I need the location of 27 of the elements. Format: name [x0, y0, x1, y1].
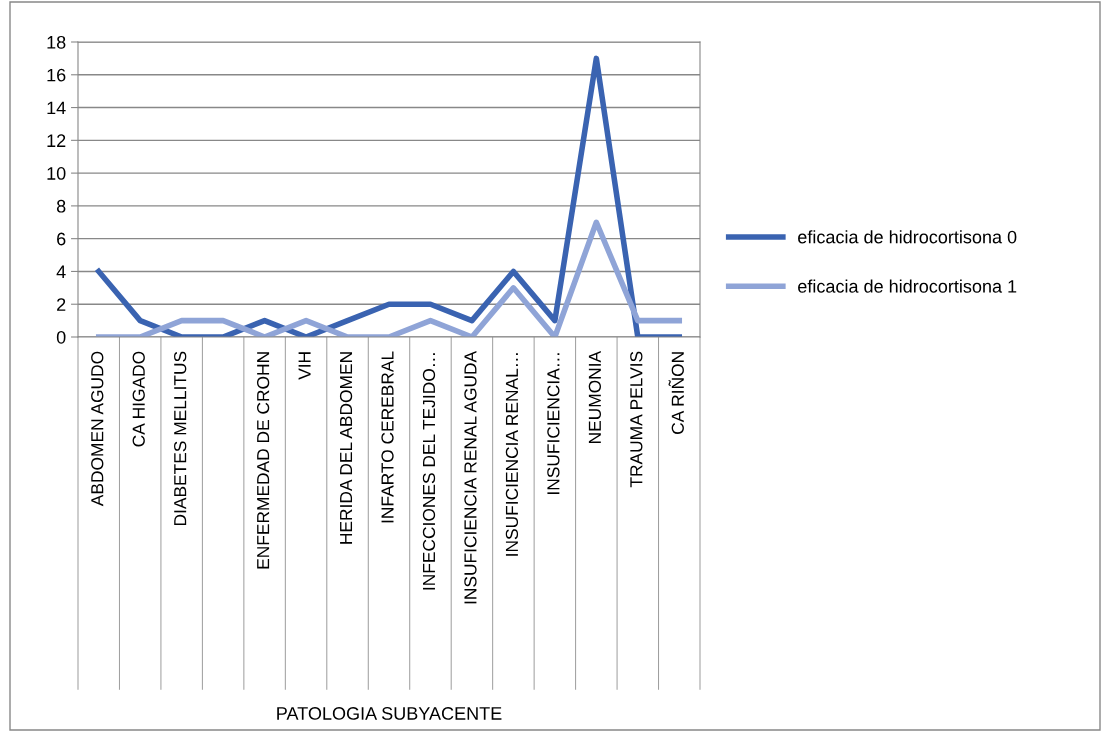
- y-tick-label: 14: [47, 101, 66, 115]
- x-tick-label: INSUFICIENCIA…: [547, 353, 560, 494]
- x-tick-label: INFARTO CEREBRAL: [381, 351, 394, 523]
- y-tick-label: 18: [47, 35, 66, 49]
- x-tick-label: NEUMONIA: [588, 350, 601, 444]
- y-tick-label: 10: [47, 167, 66, 180]
- legend-label: eficacia de hidrocortisona 1: [798, 279, 1017, 293]
- legend-label: eficacia de hidrocortisona 0: [798, 230, 1017, 244]
- x-tick-label: INSUFICIENCIA RENAL…: [505, 353, 519, 556]
- y-tick-label: 2: [57, 298, 66, 311]
- y-tick-label: 4: [56, 265, 66, 278]
- x-tick-label: DIABETES MELLITUS: [174, 351, 187, 526]
- x-tick-label: CA RIÑON: [668, 352, 684, 434]
- x-tick-label: VIH: [298, 352, 311, 380]
- x-tick-label: CA HIGADO: [132, 351, 145, 447]
- text: PATOLOGIA SUBYACENTE: [277, 707, 502, 720]
- x-tick-label: INFECCIONES DEL TEJIDO…: [422, 353, 436, 590]
- y-tick-label: 6: [57, 232, 66, 246]
- y-tick-label: 16: [47, 68, 66, 82]
- y-tick-label: 8: [56, 199, 66, 213]
- y-tick-label: 12: [47, 134, 66, 147]
- x-tick-label: INSUFICIENCIA RENAL AGUDA: [464, 350, 477, 604]
- x-tick-label: ENFERMEDAD DE CROHN: [256, 352, 270, 569]
- x-tick-label: HERIDA DEL ABDOMEN: [339, 352, 353, 544]
- x-tick-label: TRAUMA PELVIS: [630, 351, 643, 488]
- x-tick-label: ABDOMEN AGUDO: [91, 351, 104, 507]
- y-tick-label: 0: [56, 330, 66, 344]
